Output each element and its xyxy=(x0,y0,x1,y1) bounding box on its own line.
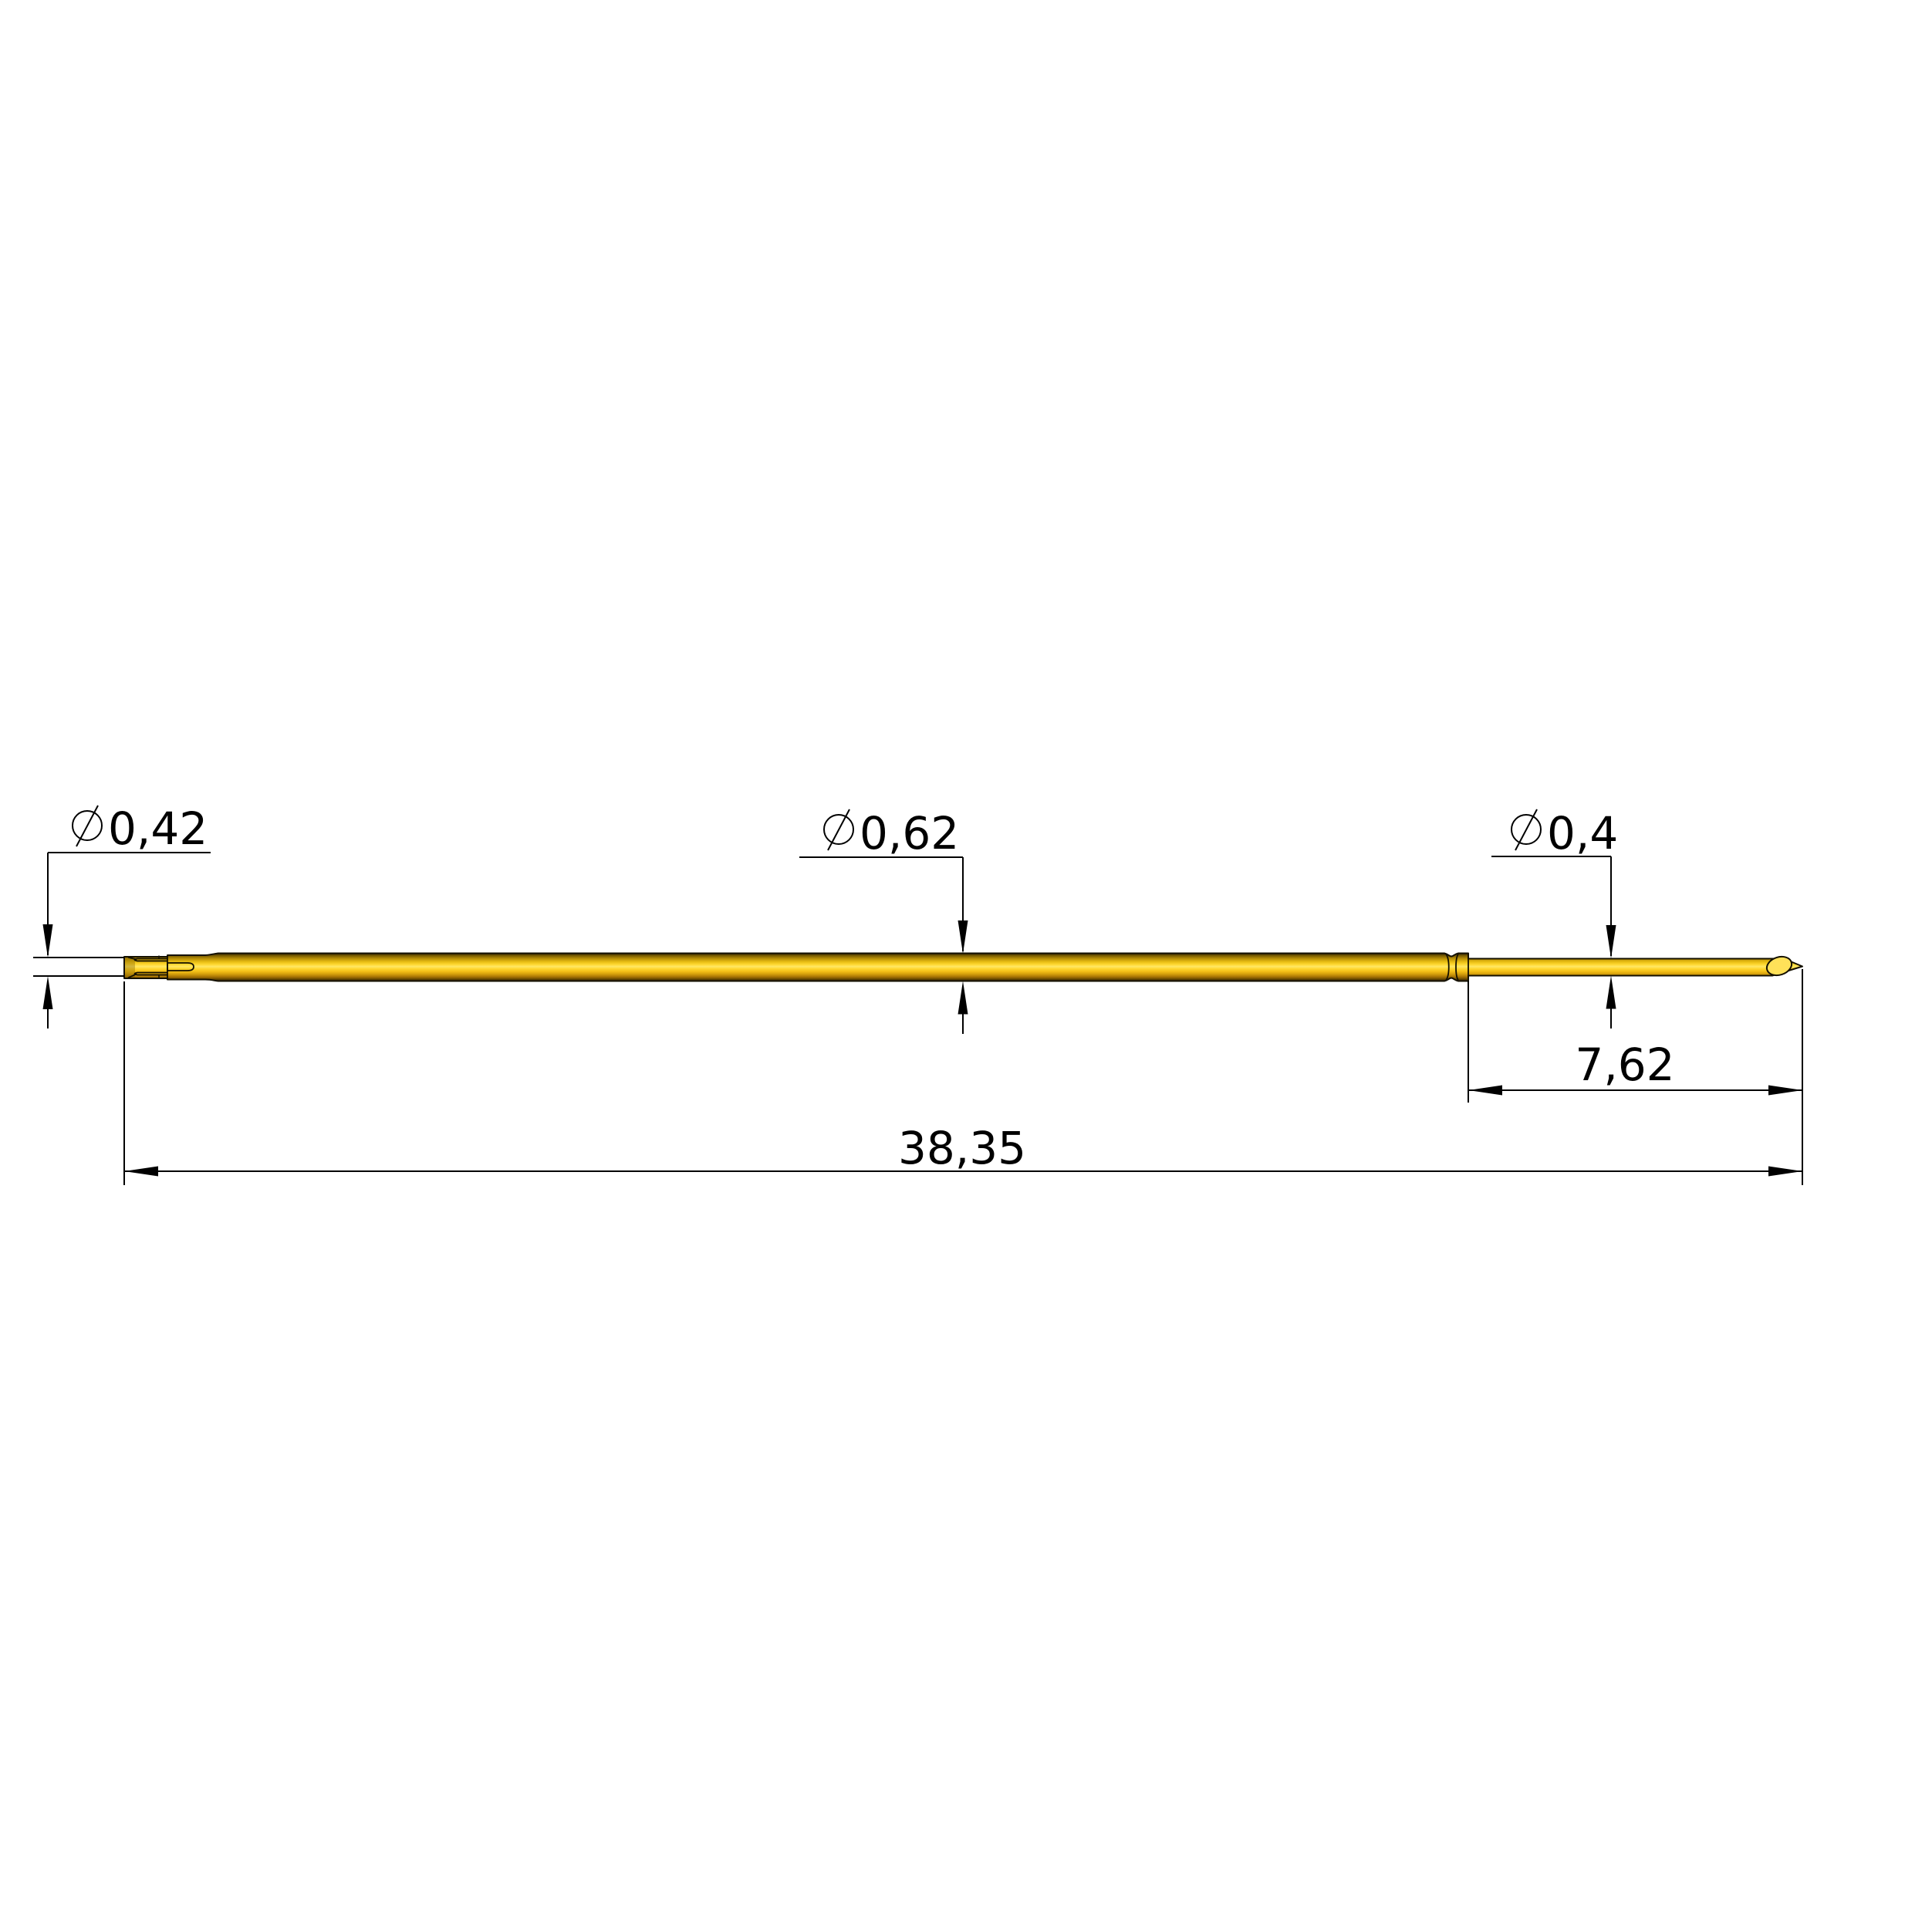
center-slot xyxy=(167,962,194,971)
diameter-circle xyxy=(72,810,103,841)
arrow-left xyxy=(124,1166,158,1177)
collar-details xyxy=(1445,953,1469,981)
arrow-up xyxy=(1606,975,1616,1009)
diameter-symbol-icon xyxy=(72,805,103,847)
arrow-down xyxy=(958,920,968,954)
dia-tip-left-value: 0,42 xyxy=(108,802,208,855)
crimp-slot-top xyxy=(133,958,167,962)
len-total-value: 38,35 xyxy=(898,1122,1026,1174)
arrow-up xyxy=(42,976,53,1009)
dimension-dia-tip-left: 0,42 xyxy=(33,802,211,1028)
diameter-symbol-icon xyxy=(1511,809,1542,851)
tip-shadow-band xyxy=(125,958,135,978)
diameter-slash xyxy=(827,809,850,851)
dimension-len-needle: 7,62 xyxy=(1468,981,1802,1103)
dimension-dia-barrel: 0,62 xyxy=(799,807,968,1034)
crimp-slot-details xyxy=(127,955,167,979)
barrel-end-curve xyxy=(1445,953,1450,981)
dia-barrel-value: 0,62 xyxy=(860,807,959,860)
diameter-circle xyxy=(1511,814,1542,845)
tip-bevel-face xyxy=(1765,955,1793,977)
arrow-up xyxy=(958,981,968,1015)
dimension-len-total: 38,35 xyxy=(123,969,1803,1185)
crimp-slot-bottom xyxy=(133,971,167,976)
diameter-symbol-icon xyxy=(823,809,854,851)
diameter-slash xyxy=(76,805,99,847)
len-needle-value: 7,62 xyxy=(1575,1039,1674,1091)
crimp-chamfer-top xyxy=(127,956,137,961)
diameter-circle xyxy=(823,814,854,845)
dia-needle-value: 0,4 xyxy=(1547,807,1618,860)
arrow-left xyxy=(1468,1085,1502,1096)
crimp-chamfer-bottom xyxy=(127,973,137,979)
diameter-slash xyxy=(1515,809,1538,851)
probe-body xyxy=(123,952,1803,982)
probe-silhouette xyxy=(123,952,1803,982)
arrow-down xyxy=(42,924,53,958)
arrow-down xyxy=(1606,925,1616,958)
arrow-right xyxy=(1768,1166,1802,1177)
dimension-dia-needle: 0,4 xyxy=(1491,807,1618,1028)
arrow-right xyxy=(1768,1085,1802,1096)
collar-left-curve xyxy=(1455,953,1459,981)
